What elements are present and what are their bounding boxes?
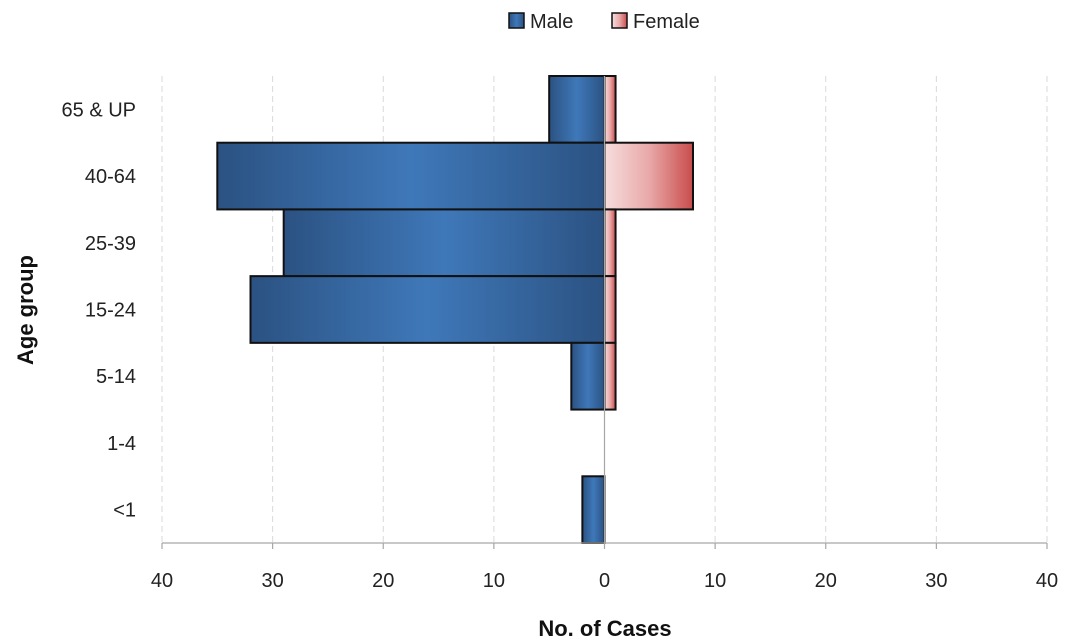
bar-female-4 [603, 341, 617, 411]
legend-label-female: Female [633, 11, 700, 33]
y-tick-label: 1-4 [107, 433, 136, 455]
bar-male-2 [282, 208, 606, 278]
x-tick-label: 40 [151, 570, 173, 592]
x-tick-label: 30 [262, 570, 284, 592]
bar-male-6 [581, 475, 606, 544]
bar-female-1 [603, 141, 694, 211]
y-tick-label: 15-24 [85, 300, 136, 322]
y-tick-label: 65 & UP [62, 99, 136, 121]
x-tick-label: 30 [925, 570, 947, 592]
bar-male-4 [570, 341, 606, 411]
bars [216, 75, 694, 544]
legend-swatch-male [508, 12, 525, 29]
x-tick-label: 10 [483, 570, 505, 592]
legend-swatch-female [611, 12, 628, 29]
y-axis-title: Age group [13, 255, 38, 365]
x-tick-label: 20 [815, 570, 837, 592]
x-axis-title: No. of Cases [538, 616, 671, 641]
y-tick-label: 25-39 [85, 233, 136, 255]
x-tick-label: 10 [704, 570, 726, 592]
y-tick-label: 5-14 [96, 366, 136, 388]
bar-female-0 [603, 75, 617, 144]
x-tick-label: 40 [1036, 570, 1058, 592]
bar-male-3 [249, 275, 606, 344]
x-tick-label: 0 [599, 570, 610, 592]
legend-label-male: Male [530, 11, 573, 33]
y-tick-label: 40-64 [85, 166, 136, 188]
bar-male-0 [548, 75, 606, 144]
bar-female-2 [603, 208, 617, 278]
axes [161, 76, 1048, 549]
bar-male-1 [216, 141, 606, 211]
legend: Male Female [508, 11, 700, 33]
y-tick-label: <1 [113, 500, 136, 522]
tick-labels: 40 30 20 10 0 10 20 30 40 65 & UP 40-64 25-39 15-24 5… [62, 99, 1059, 592]
x-tick-label: 20 [372, 570, 394, 592]
bar-female-3 [603, 275, 617, 344]
